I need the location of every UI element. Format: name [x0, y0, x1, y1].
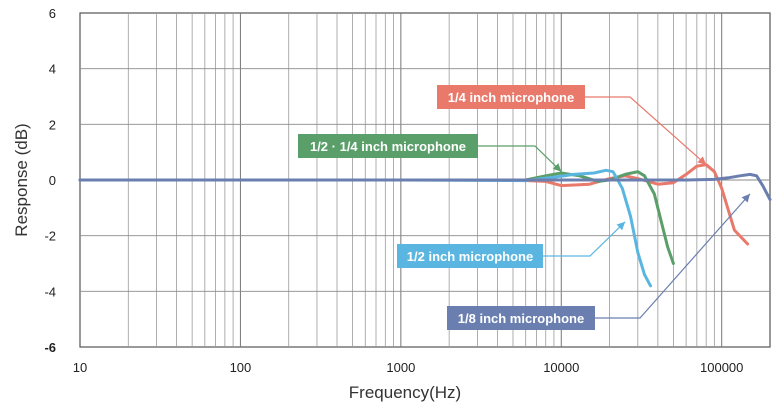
annotation-arrowhead-2	[552, 163, 562, 172]
annotation-leader-4	[595, 193, 751, 319]
annotation-arrowhead-4	[741, 193, 750, 203]
y-tick-label: 2	[49, 117, 56, 132]
x-tick-label: 10000	[543, 360, 579, 375]
x-axis-title: Frequency(Hz)	[349, 383, 461, 402]
annotation-arrowhead-1	[697, 156, 707, 165]
legend-box-1	[437, 85, 585, 109]
x-tick-label: 100000	[700, 360, 743, 375]
legend-box-2	[298, 134, 478, 158]
y-tick-label: -4	[44, 284, 56, 299]
y-axis-title: Response (dB)	[12, 123, 31, 236]
x-tick-label: 10	[73, 360, 87, 375]
legend-label-2: 1/2 · 1/4 inch microphone	[310, 139, 466, 154]
series-line-4	[78, 172, 772, 201]
legend-label-1: 1/4 inch microphone	[448, 90, 574, 105]
y-tick-label: 0	[49, 173, 56, 188]
x-tick-label: 1000	[386, 360, 415, 375]
annotation-arrowhead-3	[616, 221, 626, 231]
y-tick-label: 6	[49, 6, 56, 21]
y-tick-label: -6	[44, 340, 56, 355]
annotation-leader-2	[478, 145, 562, 173]
legend-label-4: 1/8 inch microphone	[458, 311, 584, 326]
annotation-leader-3	[543, 221, 626, 257]
annotation-leader-1	[585, 96, 707, 166]
legend-box-3	[397, 244, 543, 268]
legend-label-3: 1/2 inch microphone	[407, 249, 533, 264]
legend-box-4	[447, 306, 595, 330]
y-tick-label: -2	[44, 229, 56, 244]
x-tick-label: 100	[230, 360, 252, 375]
y-tick-label: 4	[49, 62, 56, 77]
